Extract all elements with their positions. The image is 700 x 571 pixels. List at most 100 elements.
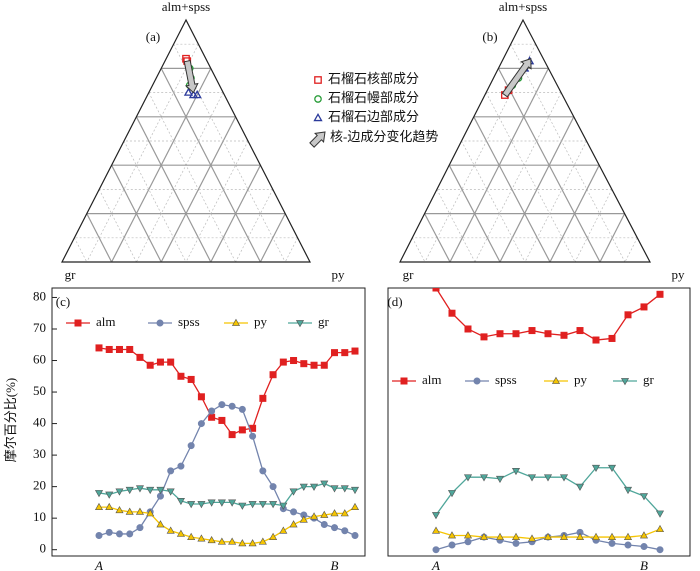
marker	[496, 330, 504, 338]
marker	[331, 524, 339, 532]
marker	[269, 483, 277, 491]
marker	[432, 288, 440, 292]
marker	[74, 319, 82, 327]
marker	[105, 491, 114, 499]
legend-label: py	[574, 372, 588, 387]
marker	[207, 499, 216, 507]
marker	[167, 358, 175, 366]
marker	[551, 376, 561, 384]
marker	[238, 405, 246, 413]
y-tick-label: 50	[33, 383, 46, 398]
marker	[640, 543, 648, 551]
plot-area	[431, 288, 665, 554]
marker	[559, 474, 569, 482]
marker	[156, 319, 164, 327]
marker	[575, 532, 585, 540]
ternary-grid	[185, 140, 249, 263]
marker	[166, 488, 175, 496]
marker	[432, 546, 440, 554]
marker	[608, 539, 616, 547]
marker	[512, 330, 520, 338]
ternary-grid	[599, 213, 626, 263]
marker	[448, 309, 456, 317]
marker	[560, 331, 568, 339]
marker	[269, 371, 277, 379]
marker	[447, 531, 457, 539]
marker	[176, 497, 185, 506]
marker	[197, 393, 205, 401]
x-tick-label: B	[331, 558, 339, 571]
marker	[115, 530, 123, 538]
marker	[479, 532, 489, 540]
ternary-grid	[259, 213, 286, 263]
marker	[197, 420, 205, 428]
marker	[495, 475, 505, 484]
marker	[218, 401, 226, 409]
plot-frame	[51, 287, 366, 557]
marker	[126, 345, 134, 353]
marker	[187, 501, 196, 509]
marker	[238, 502, 247, 510]
panel-label: (b)	[482, 29, 497, 44]
marker	[269, 532, 278, 540]
trend-arrow	[501, 58, 532, 98]
marker	[228, 499, 237, 507]
marker	[299, 483, 308, 491]
ternary-grid	[123, 140, 187, 263]
legend-label: 核-边成分变化趋势	[330, 129, 438, 144]
ternary-grid	[98, 189, 137, 263]
ternary-frame	[61, 18, 311, 263]
trend-arrow	[309, 131, 326, 148]
y-tick-label: 70	[33, 320, 46, 335]
ternary-grid	[235, 189, 274, 263]
marker	[295, 320, 305, 328]
marker	[624, 541, 632, 549]
marker	[320, 361, 328, 369]
marker	[105, 502, 114, 510]
marker	[177, 462, 185, 470]
ternary-grid	[524, 140, 587, 263]
marker	[431, 526, 441, 534]
marker	[269, 501, 278, 509]
marker	[94, 490, 104, 498]
marker	[656, 290, 664, 298]
marker	[187, 375, 195, 383]
marker	[228, 431, 236, 439]
marker	[656, 546, 664, 554]
x-tick-label: A	[94, 558, 103, 571]
marker	[125, 486, 134, 495]
marker	[187, 442, 195, 450]
marker	[544, 330, 552, 338]
y-tick-label: 20	[33, 478, 46, 493]
marker	[208, 413, 216, 421]
marker	[187, 532, 196, 540]
marker	[512, 539, 520, 547]
marker	[351, 347, 359, 355]
legend-label: gr	[318, 314, 330, 329]
marker	[340, 509, 349, 517]
marker	[320, 520, 328, 528]
marker	[279, 526, 288, 534]
marker	[279, 358, 287, 366]
y-axis-label: 摩尔百分比(%)	[3, 378, 18, 463]
marker	[299, 515, 308, 523]
marker	[559, 532, 569, 540]
marker	[511, 468, 521, 476]
marker	[228, 537, 237, 545]
marker	[259, 394, 267, 402]
apex-label: py	[332, 267, 346, 282]
ternary-grid	[510, 44, 626, 263]
marker	[330, 485, 339, 493]
marker	[310, 483, 319, 491]
marker	[592, 336, 600, 344]
marker	[640, 303, 648, 311]
marker	[217, 499, 226, 507]
marker	[331, 349, 339, 357]
marker	[231, 318, 241, 326]
marker	[623, 532, 633, 540]
apex-label: py	[672, 267, 686, 282]
ternary-grid	[485, 92, 576, 263]
marker	[340, 485, 349, 493]
y-tick-label: 10	[33, 509, 46, 524]
